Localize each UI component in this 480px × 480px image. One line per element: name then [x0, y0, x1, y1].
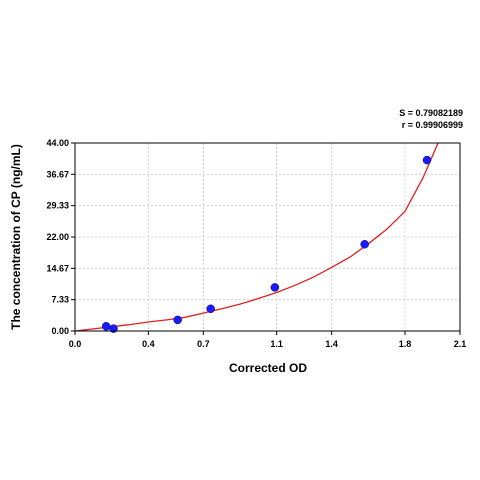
- fit-curve: [74, 142, 439, 332]
- y-tick-label: 29.33: [46, 201, 69, 211]
- grid: [75, 143, 460, 331]
- x-tick-label: 0.7: [197, 339, 210, 349]
- x-tick-label: 1.8: [399, 339, 412, 349]
- x-axis-ticks: 0.0 0.4 0.7 1.1 1.4 1.8 2.1: [69, 331, 467, 349]
- s-value-label: S = 0.79082189: [399, 108, 463, 118]
- y-tick-label: 0.00: [51, 326, 69, 336]
- x-tick-label: 1.4: [325, 339, 338, 349]
- x-tick-label: 1.1: [270, 339, 283, 349]
- y-axis-ticks: 0.00 7.33 14.67 22.00 29.33 36.67 44.00: [46, 138, 75, 336]
- x-tick-label: 0.4: [142, 339, 155, 349]
- y-axis-title: The concentration of CP (ng/mL): [9, 144, 23, 330]
- y-tick-label: 7.33: [51, 295, 69, 305]
- y-tick-label: 44.00: [46, 138, 69, 148]
- y-tick-label: 22.00: [46, 232, 69, 242]
- y-tick-label: 36.67: [46, 169, 69, 179]
- data-points: [101, 155, 432, 333]
- r-value-label: r = 0.99906999: [402, 120, 463, 130]
- data-point: [422, 155, 432, 165]
- x-tick-label: 0.0: [69, 339, 82, 349]
- x-axis-title: Corrected OD: [229, 361, 307, 375]
- data-point: [206, 304, 215, 314]
- x-tick-label: 2.1: [454, 339, 467, 349]
- data-point: [360, 240, 369, 249]
- fit-curve-group: [74, 142, 439, 332]
- data-point: [173, 315, 182, 325]
- data-point: [101, 322, 111, 331]
- data-point: [270, 283, 280, 292]
- y-tick-label: 14.67: [46, 263, 69, 273]
